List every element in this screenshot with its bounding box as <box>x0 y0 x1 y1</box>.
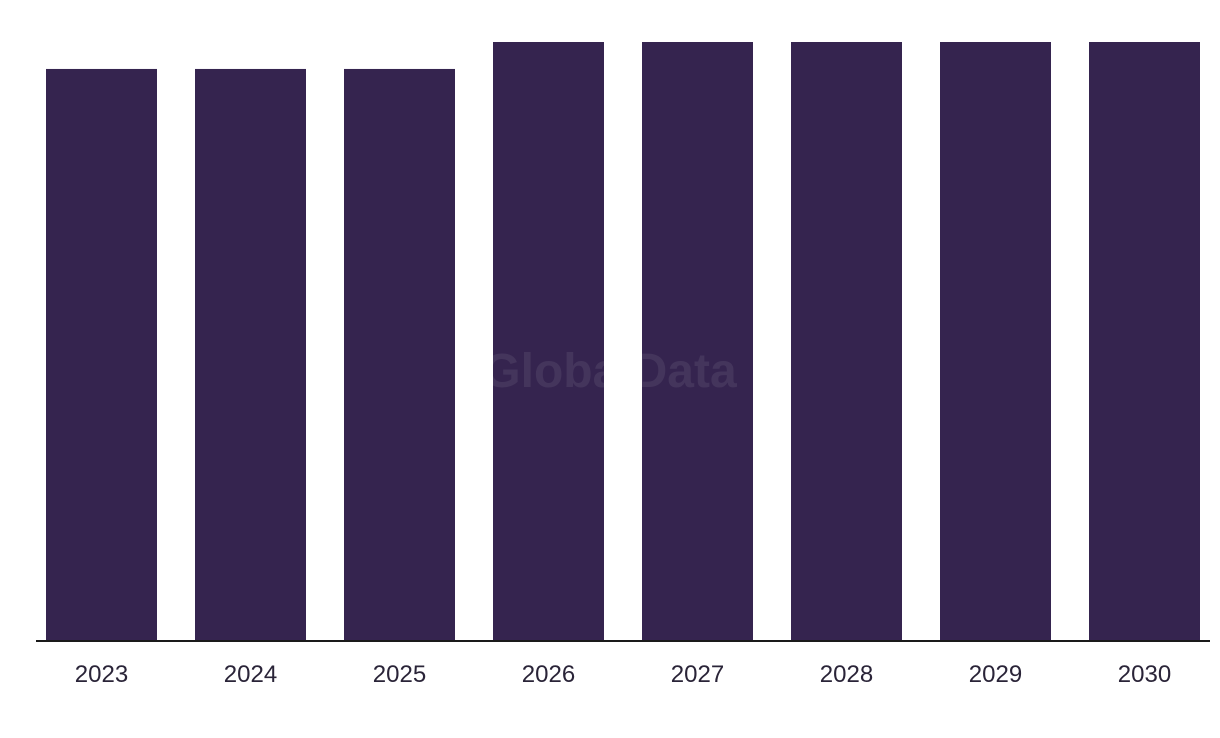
x-tick-label-2030: 2030 <box>1118 661 1171 688</box>
bar-2025 <box>344 68 455 641</box>
bar-2029 <box>940 42 1051 641</box>
x-tick-label-2026: 2026 <box>522 661 575 688</box>
bars-group <box>46 42 1200 641</box>
x-tick-label-2023: 2023 <box>75 661 128 688</box>
watermark-logo: GlobalData <box>483 345 737 398</box>
bar-2023 <box>46 68 157 641</box>
x-tick-labels: 2023 2024 2025 2026 2027 2028 2029 2030 <box>75 661 1171 688</box>
x-tick-label-2028: 2028 <box>820 661 873 688</box>
bar-2030 <box>1089 42 1200 641</box>
x-tick-label-2027: 2027 <box>671 661 724 688</box>
x-tick-label-2029: 2029 <box>969 661 1022 688</box>
x-tick-label-2025: 2025 <box>373 661 426 688</box>
bar-2027 <box>642 42 753 641</box>
bar-2026 <box>493 42 604 641</box>
bar-2028 <box>791 42 902 641</box>
x-tick-label-2024: 2024 <box>224 661 277 688</box>
bar-2024 <box>195 68 306 641</box>
